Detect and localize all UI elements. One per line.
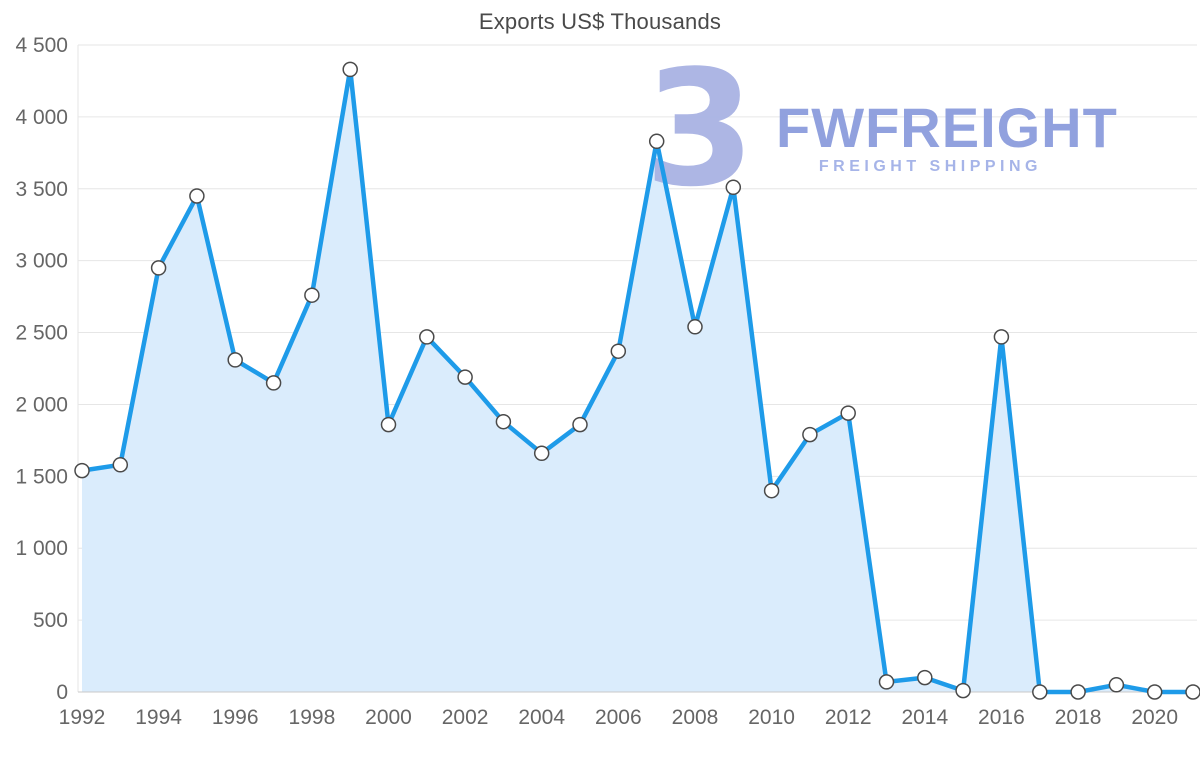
data-point-marker bbox=[150, 260, 167, 276]
data-point-marker bbox=[878, 674, 895, 690]
watermark-subtitle-text: FREIGHT SHIPPING bbox=[819, 158, 1042, 175]
area-fill bbox=[82, 69, 1193, 692]
data-point-marker bbox=[533, 445, 550, 462]
y-axis-tick-label: 2 500 bbox=[15, 322, 68, 345]
data-point-marker bbox=[74, 462, 90, 479]
data-point-marker bbox=[687, 319, 703, 335]
fwfreight-logo-icon: 3 bbox=[644, 35, 755, 222]
data-point-marker bbox=[1185, 684, 1200, 700]
x-axis-tick-label: 1992 bbox=[59, 706, 106, 729]
y-axis-tick-label: 3 000 bbox=[15, 250, 68, 273]
data-point-marker bbox=[189, 188, 205, 204]
y-axis-tick-label: 2 000 bbox=[15, 393, 68, 416]
data-point-marker bbox=[1070, 684, 1086, 700]
y-axis-tick-label: 500 bbox=[33, 609, 68, 632]
data-point-marker bbox=[457, 369, 473, 385]
y-axis-tick-label: 1 000 bbox=[15, 537, 68, 560]
data-point-marker bbox=[112, 457, 129, 473]
y-axis-tick-label: 4 000 bbox=[15, 106, 68, 129]
x-axis-tick-label: 2006 bbox=[595, 706, 642, 729]
x-axis-tick-label: 2000 bbox=[365, 706, 412, 729]
data-point-marker bbox=[763, 482, 780, 499]
data-point-marker bbox=[610, 343, 627, 359]
watermark-brand-text: FWFREIGHT bbox=[776, 96, 1118, 159]
y-axis-tick-label: 1 500 bbox=[15, 465, 68, 488]
data-point-marker bbox=[419, 329, 435, 345]
x-axis-tick-label: 2018 bbox=[1055, 706, 1102, 729]
x-axis-tick-label: 2020 bbox=[1131, 706, 1178, 729]
data-point-marker bbox=[840, 405, 856, 421]
data-point-marker bbox=[1108, 677, 1125, 693]
data-point-marker bbox=[380, 416, 397, 433]
chart-title: Exports US$ Thousands bbox=[478, 9, 722, 34]
y-axis-tick-label: 4 500 bbox=[15, 34, 68, 57]
data-point-marker bbox=[725, 179, 742, 196]
x-axis-tick-label: 1994 bbox=[135, 706, 182, 729]
x-axis-tick-label: 1998 bbox=[289, 706, 336, 729]
data-point-marker bbox=[1032, 684, 1048, 700]
x-axis-tick-label: 1996 bbox=[212, 706, 259, 729]
x-axis-tick-label: 2010 bbox=[748, 706, 795, 729]
data-point-marker bbox=[1146, 684, 1163, 700]
data-point-marker bbox=[342, 61, 358, 78]
x-axis-tick-label: 2014 bbox=[901, 706, 948, 729]
data-point-marker bbox=[955, 682, 971, 699]
data-point-marker bbox=[917, 669, 933, 686]
data-point-marker bbox=[572, 416, 588, 433]
x-axis-tick-label: 2004 bbox=[518, 706, 565, 729]
data-point-marker bbox=[304, 287, 320, 303]
data-point-marker bbox=[993, 329, 1010, 345]
y-axis-tick-label: 0 bbox=[56, 681, 68, 704]
y-axis-tick-label: 3 500 bbox=[15, 178, 68, 201]
x-axis-tick-label: 2016 bbox=[978, 706, 1025, 729]
data-point-marker bbox=[265, 375, 282, 391]
data-point-marker bbox=[495, 413, 512, 430]
data-point-marker bbox=[648, 133, 665, 150]
data-point-marker bbox=[802, 426, 818, 443]
data-point-marker bbox=[227, 352, 243, 368]
x-axis-tick-label: 2012 bbox=[825, 706, 872, 729]
x-axis-tick-label: 2002 bbox=[442, 706, 489, 729]
x-axis-tick-label: 2008 bbox=[672, 706, 719, 729]
